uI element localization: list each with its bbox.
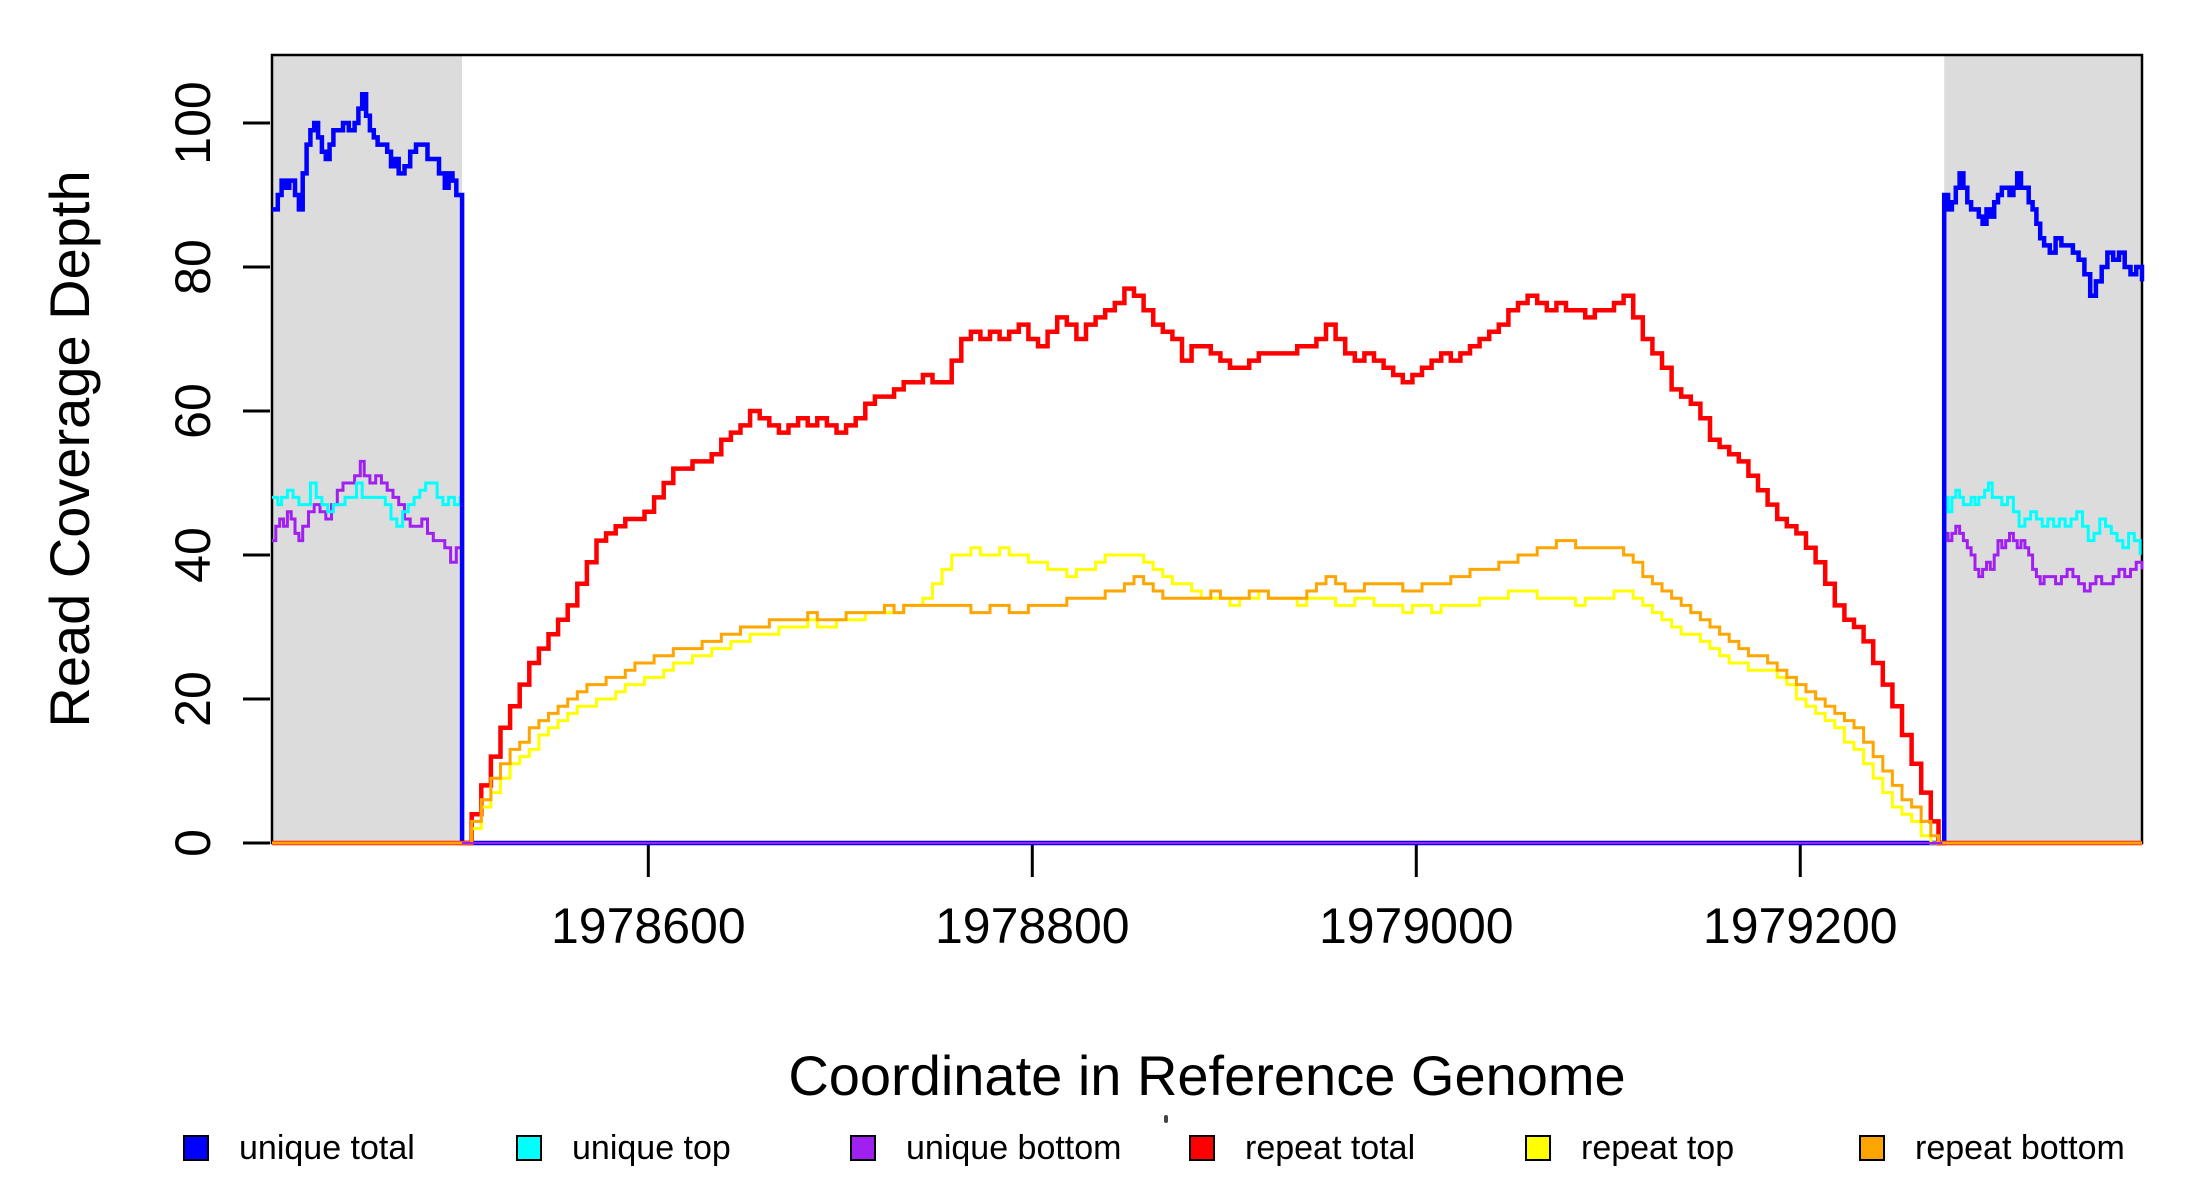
shaded-region-1 xyxy=(1944,55,2142,843)
y-tick-label-5: 100 xyxy=(165,81,221,164)
legend-swatch-repeat-total xyxy=(1189,1135,1215,1161)
legend-label: repeat bottom xyxy=(1915,1128,2125,1167)
legend-item-unique-total: unique total xyxy=(183,1128,415,1168)
y-axis-ticks: 0 20 40 60 80 100 xyxy=(165,81,270,857)
x-axis-title: Coordinate in Reference Genome xyxy=(788,1044,1625,1107)
legend-label: repeat top xyxy=(1581,1128,1735,1167)
legend-label: repeat total xyxy=(1245,1128,1416,1167)
shaded-flank-regions xyxy=(272,55,2142,843)
series-repeat-top xyxy=(272,546,2142,845)
legend-item-repeat-total: repeat total xyxy=(1189,1128,1415,1168)
series-unique-total xyxy=(272,91,2145,846)
series-repeat-total xyxy=(272,286,2142,846)
y-tick-label-3: 60 xyxy=(165,383,221,439)
x-tick-label-1: 1978800 xyxy=(935,898,1130,954)
series-repeat-bottom xyxy=(272,539,2142,845)
x-tick-label-3: 1979200 xyxy=(1703,898,1898,954)
legend-swatch-unique-bottom xyxy=(850,1135,876,1161)
legend-swatch-repeat-bottom xyxy=(1859,1135,1885,1161)
series-unique-bottom xyxy=(272,459,2144,845)
legend-swatch-unique-total xyxy=(183,1135,209,1161)
y-tick-label-0: 0 xyxy=(165,829,221,857)
series-lines xyxy=(272,91,2145,846)
x-tick-label-2: 1979000 xyxy=(1319,898,1514,954)
legend-label: unique total xyxy=(239,1128,415,1167)
legend-label: unique bottom xyxy=(906,1128,1122,1167)
plot-box-border xyxy=(270,53,2144,845)
legend-item-unique-top: unique top xyxy=(516,1128,731,1168)
legend-item-unique-bottom: unique bottom xyxy=(850,1128,1122,1168)
legend-item-repeat-top: repeat top xyxy=(1525,1128,1734,1168)
y-tick-label-1: 20 xyxy=(165,671,221,727)
chart-legend: unique total unique top unique bottom repea… xyxy=(0,0,2200,1167)
x-tick-label-0: 1978600 xyxy=(551,898,746,954)
legend-item-repeat-bottom: repeat bottom xyxy=(1859,1128,2125,1168)
y-axis-title: Read Coverage Depth xyxy=(38,170,101,727)
stray-dot-artifact xyxy=(1164,1115,1168,1123)
x-axis-ticks: 1978600 1978800 1979000 1979200 xyxy=(551,845,1898,954)
y-tick-label-4: 80 xyxy=(165,239,221,295)
legend-swatch-repeat-top xyxy=(1525,1135,1551,1161)
series-unique-top xyxy=(272,481,2142,845)
legend-swatch-unique-top xyxy=(516,1135,542,1161)
legend-label: unique top xyxy=(572,1128,731,1167)
y-tick-label-2: 40 xyxy=(165,527,221,583)
